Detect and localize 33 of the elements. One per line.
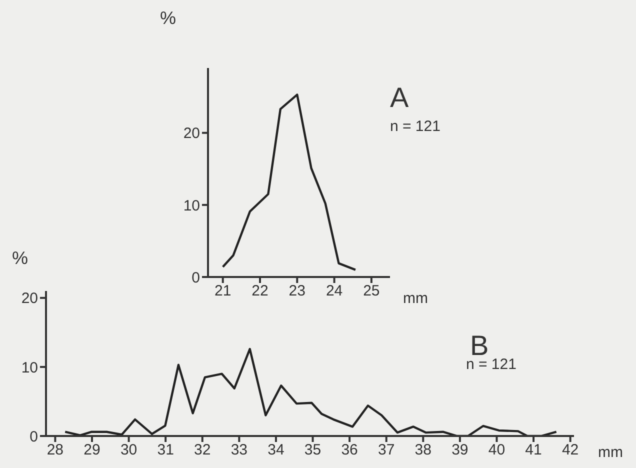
- y-axis-title: %: [160, 8, 176, 29]
- x-tick-label: 37: [378, 442, 395, 459]
- y-tick-label: 0: [192, 269, 200, 286]
- x-tick-label: 25: [363, 282, 380, 300]
- y-axis-title: %: [12, 248, 28, 269]
- x-axis-title: mm: [598, 444, 623, 461]
- x-tick-label: 33: [230, 442, 248, 459]
- x-tick-label: 31: [157, 442, 174, 459]
- y-tick-label: 20: [21, 290, 38, 308]
- y-tick-label: 10: [183, 197, 200, 214]
- annotation: n = 121: [390, 118, 440, 135]
- x-tick-label: 42: [562, 442, 579, 459]
- x-tick-label: 28: [46, 442, 64, 459]
- text: A: [390, 82, 409, 114]
- x-tick-label: 38: [414, 442, 432, 459]
- x-tick-label: 22: [252, 282, 268, 300]
- y-tick-label: 10: [21, 359, 38, 376]
- y-tick-label: 0: [30, 428, 38, 446]
- x-tick-label: 40: [488, 442, 506, 459]
- x-tick-label: 24: [326, 282, 343, 300]
- x-tick-label: 34: [268, 442, 284, 459]
- x-tick-label: 29: [84, 442, 100, 459]
- x-tick-label: 41: [525, 442, 542, 459]
- x-tick-label: 32: [194, 442, 211, 459]
- x-tick-label: 21: [214, 282, 232, 300]
- x-tick-label: 23: [288, 282, 306, 300]
- x-tick-label: 36: [341, 442, 358, 459]
- y-tick-label: 20: [183, 125, 200, 142]
- x-tick-label: 30: [120, 442, 138, 459]
- line-series: [222, 94, 357, 271]
- x-tick-label: 39: [452, 442, 468, 459]
- x-axis-title: mm: [403, 290, 428, 307]
- x-tick-label: 35: [304, 442, 322, 459]
